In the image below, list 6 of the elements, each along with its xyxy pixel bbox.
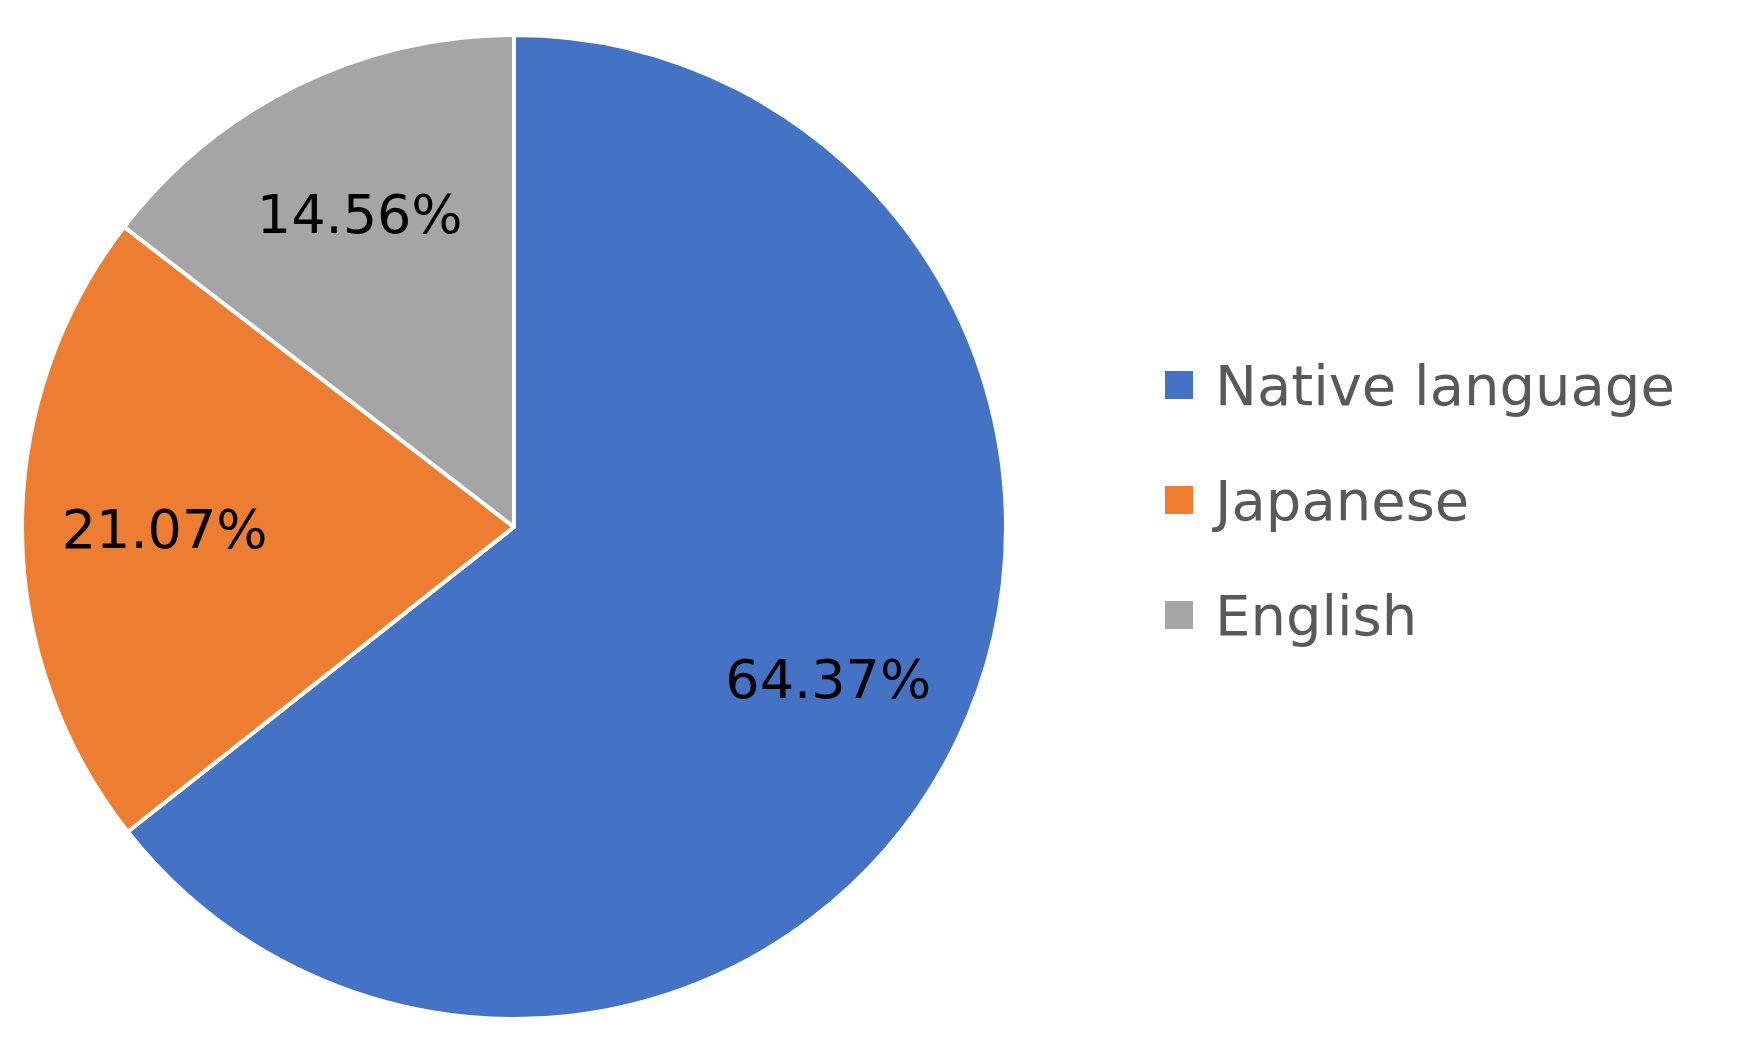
data-label: 14.56%: [256, 182, 463, 246]
data-label: 64.37%: [725, 648, 932, 712]
legend-label: English: [1215, 583, 1418, 649]
data-label: 21.07%: [61, 497, 268, 561]
legend-label: Japanese: [1212, 468, 1470, 534]
legend-label: Native language: [1215, 353, 1675, 419]
